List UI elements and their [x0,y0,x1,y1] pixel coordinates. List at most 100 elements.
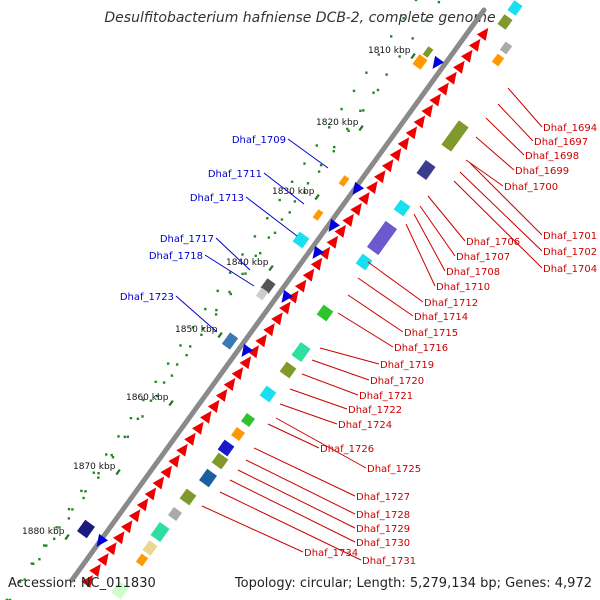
tick-dot [390,35,393,38]
kbp-tick-label: 1850 kbp [175,325,218,335]
forward-gene-arrow [318,246,331,260]
gene-box [441,120,469,152]
tick-dot [38,558,41,561]
tick-dot [402,17,405,20]
forward-gene-label: Dhaf_1707 [456,252,510,263]
tick-dot [229,292,232,296]
forward-gene-arrow [200,410,212,424]
accession-text: Accession: NC_011830 [8,576,156,591]
forward-gene-label: Dhaf_1712 [424,298,478,309]
tick-dot [162,381,166,384]
tick-dot [45,544,48,547]
callout-line [459,171,543,252]
kbp-tick-mark [358,124,364,132]
forward-gene-arrow [334,224,346,238]
tick-dot [340,107,343,111]
forward-gene-arrow [207,399,220,413]
tick-dot [43,544,46,547]
gene-box [507,0,523,16]
gene-box [499,41,513,55]
forward-gene-label: Dhaf_1701 [543,231,597,242]
callout-line [337,312,394,348]
callout-line [219,491,362,561]
gene-box [211,452,229,470]
callout-line [204,254,255,287]
reverse-gene-box [338,175,350,187]
tick-dot [191,326,195,329]
callout-line [215,237,251,271]
tick-dot [267,236,270,239]
forward-gene-label: Dhaf_1719 [380,360,434,371]
forward-gene-arrow [326,235,339,249]
reverse-gene-label: Dhaf_1713 [190,193,244,204]
forward-gene-label: Dhaf_1726 [320,444,374,455]
forward-gene-label: Dhaf_1710 [436,282,490,293]
forward-gene-arrow [271,312,283,326]
kbp-tick-mark [217,331,223,339]
forward-gene-arrow [81,575,93,588]
forward-gene-label: Dhaf_1699 [515,166,569,177]
callout-line [253,447,356,497]
reverse-gene-arrow [312,245,324,259]
kbp-tick-label: 1810 kbp [368,46,411,56]
tick-dot [437,0,441,4]
gene-box [241,413,255,427]
backbone-line [69,7,487,583]
forward-gene-arrow [176,443,188,457]
gene-box [497,14,513,30]
callout-line [263,172,305,205]
gene-label-layer: Dhaf_1709 Dhaf_1711 Dhaf_1713 Dhaf_1717 Dhaf… [120,123,597,567]
tick-dot [315,144,318,147]
reverse-gene-box [221,332,239,350]
tick-dot [377,53,380,56]
forward-gene-arrow [152,476,165,490]
tick-dot [273,231,277,234]
forward-gene-label: Dhaf_1730 [356,538,410,549]
forward-gene-arrow [279,301,291,315]
forward-gene-arrow [366,181,378,194]
tick-dot [105,453,108,456]
tick-dot [372,91,375,94]
forward-gene-arrow [97,553,109,566]
forward-gene-label: Dhaf_1734 [304,548,358,559]
tick-dot [179,344,182,347]
forward-gene-arrow [453,60,465,74]
forward-gene-label: Dhaf_1698 [525,151,579,162]
tick-dot [288,211,291,214]
forward-gene-label: Dhaf_1702 [543,247,597,258]
gene-box [231,427,245,441]
gene-box [279,361,297,379]
reverse-gene-label: Dhaf_1717 [160,234,214,245]
tick-dot [228,271,232,274]
tick-dot [303,190,306,194]
tick-dot [53,537,56,540]
forward-gene-arrow [113,531,125,545]
reverse-gene-arrow [432,55,444,69]
forward-gene-label: Dhaf_1725 [367,464,421,475]
tick-dot [84,490,87,493]
callout-line [413,213,446,272]
forward-gene-label: Dhaf_1720 [370,376,424,387]
forward-gene-label: Dhaf_1716 [394,343,448,354]
kbp-tick-mark [314,193,320,201]
forward-gene-arrow [144,487,157,501]
reverse-gene-box [255,287,269,301]
reverse-gene-box [422,46,434,58]
forward-gene-arrow [374,170,386,184]
forward-gene-label: Dhaf_1728 [356,510,410,521]
tick-dot [117,435,120,438]
tick-dot [228,290,231,294]
tick-dot [80,489,83,493]
forward-gene-arrow [263,323,275,337]
kbp-tick-label: 1880 kbp [22,527,65,537]
tick-dot [359,109,362,112]
forward-gene-arrow [476,27,489,41]
callout-line [287,138,329,169]
tick-dot [278,198,281,202]
forward-gene-label: Dhaf_1729 [356,524,410,535]
forward-gene-arrow [405,126,418,140]
tick-dot [111,456,115,459]
forward-gene-arrow [302,268,315,282]
kbp-tick-label: 1860 kbp [126,393,169,403]
kbp-tick-mark [115,468,121,476]
